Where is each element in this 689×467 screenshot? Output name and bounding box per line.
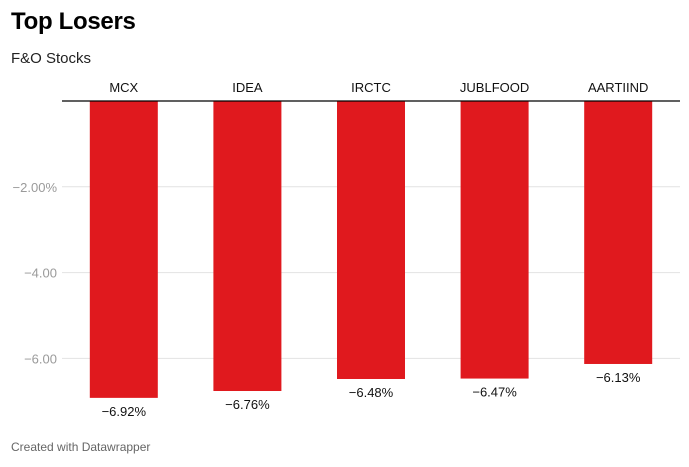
bar	[584, 101, 653, 364]
data-label: −6.92%	[102, 404, 147, 419]
y-tick-label: −2.00%	[13, 180, 58, 195]
bar	[213, 101, 282, 392]
bars	[89, 101, 653, 398]
labels: −2.00% −4.00 −6.00 MCX −6.92% IDEA −6.76% IRCTC…	[13, 80, 649, 419]
category-label: MCX	[109, 80, 138, 95]
category-label: IRCTC	[351, 80, 391, 95]
y-tick-label: −4.00	[24, 266, 57, 281]
bar	[337, 101, 405, 379]
data-label: −6.76%	[225, 397, 270, 412]
data-label: −6.13%	[596, 370, 641, 385]
category-label: IDEA	[232, 80, 263, 95]
data-label: −6.47%	[472, 385, 517, 400]
bar	[460, 101, 529, 379]
category-label: JUBLFOOD	[460, 80, 529, 95]
bar	[89, 101, 158, 398]
chart-title: Top Losers	[11, 8, 136, 35]
datawrapper-credit[interactable]: Created with Datawrapper	[11, 440, 151, 454]
chart-subtitle: F&O Stocks	[11, 50, 92, 67]
data-label: −6.48%	[349, 385, 394, 400]
y-tick-label: −6.00	[24, 351, 57, 366]
category-label: AARTIIND	[588, 80, 648, 95]
